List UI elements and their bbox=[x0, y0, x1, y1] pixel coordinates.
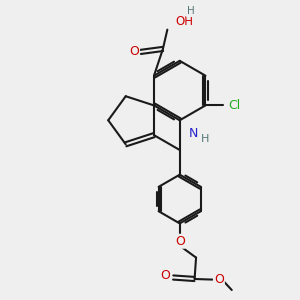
Text: H: H bbox=[187, 6, 194, 16]
Text: Cl: Cl bbox=[229, 99, 241, 112]
Text: N: N bbox=[189, 127, 198, 140]
Text: O: O bbox=[129, 45, 139, 58]
Text: H: H bbox=[200, 134, 209, 144]
Text: OH: OH bbox=[176, 15, 194, 28]
Text: O: O bbox=[175, 235, 185, 248]
Text: O: O bbox=[214, 273, 224, 286]
Text: O: O bbox=[160, 268, 170, 282]
